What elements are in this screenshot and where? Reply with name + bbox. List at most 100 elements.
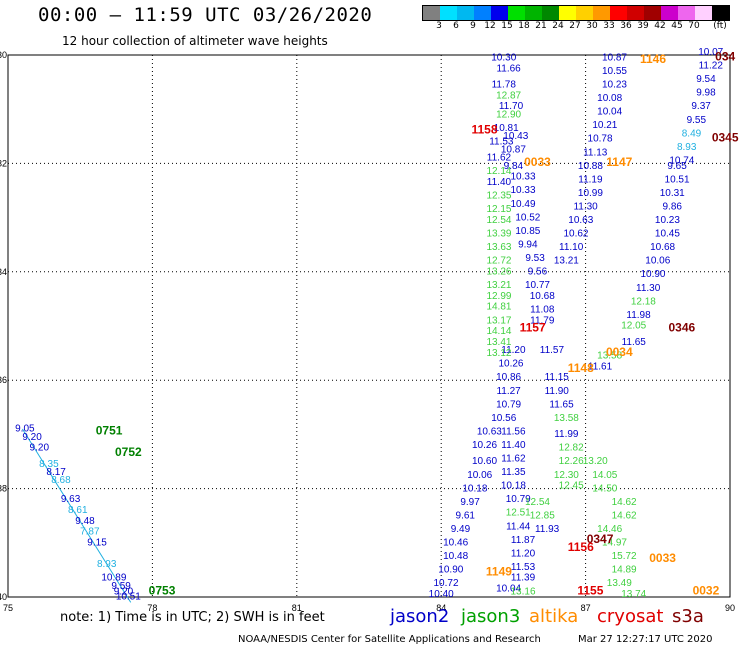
pass-time-label: 0751 [96, 423, 123, 437]
scale-label: 33 [603, 21, 615, 31]
footer-note: note: 1) Time is in UTC; 2) SWH is in fe… [60, 610, 325, 625]
scale-label: 12 [484, 21, 496, 31]
scale-swatch [627, 6, 644, 20]
wave-height-value: 10.43 [503, 131, 528, 142]
wave-height-value: 10.77 [525, 280, 550, 291]
wave-height-value: 10.51 [665, 174, 690, 185]
wave-height-value: 10.23 [655, 215, 680, 226]
wave-height-value: 11.79 [530, 315, 555, 326]
wave-height-value: 9.59 [111, 581, 131, 592]
wave-height-value: 10.87 [602, 52, 627, 63]
wave-height-value: 14.46 [597, 524, 622, 535]
wave-height-value: 9.49 [451, 524, 471, 535]
satellite-legend-jason2: jason2 [390, 606, 450, 627]
wave-height-value: 14.05 [592, 470, 617, 481]
lat-tick-label: 30 [0, 50, 7, 60]
wave-height-value: 11.87 [511, 535, 536, 546]
scale-swatch [457, 6, 474, 20]
wave-height-value: 11.35 [501, 467, 526, 478]
wave-height-value: 9.15 [87, 538, 107, 549]
wave-height-value: 13.12 [486, 348, 511, 359]
scale-label: 70 [688, 21, 700, 31]
wave-height-value: 10.31 [660, 188, 685, 199]
wave-height-value: 11.65 [622, 337, 647, 348]
wave-height-value: 8.35 [39, 459, 59, 470]
scale-swatch [661, 6, 678, 20]
wave-height-value: 8.17 [46, 467, 66, 478]
wave-height-value: 11.53 [489, 136, 514, 147]
wave-height-value: 12.85 [530, 510, 555, 521]
scale-swatch [576, 6, 593, 20]
wave-height-value: 13.41 [486, 337, 511, 348]
wave-height-value: 11.15 [545, 372, 570, 383]
wave-height-value: 12.90 [496, 109, 521, 120]
scale-swatch [712, 6, 729, 20]
wave-height-value: 10.63 [477, 426, 502, 437]
wave-height-value: 10.79 [496, 399, 521, 410]
scale-label: 24 [552, 21, 564, 31]
wave-height-value: 14.62 [612, 510, 637, 521]
color-scale-bar [422, 5, 730, 21]
wave-height-value: 11.13 [583, 147, 608, 158]
wave-height-value: 10.63 [568, 215, 593, 226]
wave-height-value: 11.27 [496, 386, 521, 397]
scale-label: 6 [453, 21, 459, 31]
wave-height-value: 11.30 [636, 283, 661, 294]
wave-height-value: 14.81 [486, 302, 511, 313]
wave-height-value: 7.87 [80, 527, 100, 538]
scale-label: 9 [470, 21, 476, 31]
wave-height-value: 10.90 [438, 565, 463, 576]
wave-height-value: 9.98 [696, 88, 716, 99]
wave-height-value: 10.81 [494, 123, 519, 134]
lon-tick-label: 75 [3, 603, 13, 613]
wave-height-value: 12.54 [486, 215, 511, 226]
wave-height-value: 10.06 [467, 470, 492, 481]
wave-height-value: 9.20 [114, 586, 134, 597]
pass-time-label: 034 [715, 49, 735, 63]
wave-height-value: 10.51 [116, 592, 141, 603]
lat-tick-label: 34 [0, 267, 7, 277]
scale-unit-label: (ft) [713, 21, 727, 31]
wave-height-value: 9.37 [691, 101, 711, 112]
wave-height-value: 10.52 [515, 212, 540, 223]
wave-height-value: 13.58 [554, 413, 579, 424]
wave-height-value: 9.86 [663, 201, 683, 212]
pass-time-label: 0032 [693, 583, 720, 597]
scale-label: 36 [620, 21, 632, 31]
lat-tick-label: 32 [0, 158, 7, 168]
wave-height-value: 10.08 [597, 93, 622, 104]
wave-height-value: 11.30 [573, 201, 598, 212]
wave-height-value: 11.90 [545, 386, 570, 397]
pass-time-label: 0346 [669, 320, 696, 334]
wave-height-value: 12.87 [496, 90, 521, 101]
wave-height-value: 10.46 [443, 538, 468, 549]
wave-height-value: 11.65 [549, 399, 574, 410]
wave-height-value: 10.86 [496, 372, 521, 383]
wave-height-value: 10.90 [640, 269, 665, 280]
scale-label: 18 [518, 21, 530, 31]
wave-height-value: 10.85 [515, 226, 540, 237]
wave-height-value: 12.30 [554, 470, 579, 481]
wave-height-value: 10.33 [511, 185, 536, 196]
wave-height-value: 14.97 [602, 538, 627, 549]
wave-height-value: 10.49 [511, 199, 536, 210]
wave-height-value: 9.97 [460, 497, 480, 508]
wave-height-value: 11.57 [540, 345, 565, 356]
wave-height-value: 8.49 [682, 128, 702, 139]
wave-height-value: 11.20 [501, 345, 526, 356]
wave-height-value: 10.26 [498, 359, 523, 370]
scale-label: 27 [569, 21, 581, 31]
wave-height-value: 14.14 [486, 326, 511, 337]
wave-height-value: 9.05 [15, 424, 35, 435]
satellite-track [22, 428, 132, 603]
pass-time-label: 1156 [568, 540, 594, 554]
credit-timestamp: Mar 27 12:27:17 UTC 2020 [578, 634, 713, 645]
pass-time-label: 0345 [712, 131, 739, 145]
scale-swatch [440, 6, 457, 20]
color-scale-labels: 3 6 9 12 15 18 21 24 27 30 33 36 39 42 45 70 (ft) [422, 21, 740, 33]
wave-height-value: 10.06 [645, 256, 670, 267]
scale-label: 21 [535, 21, 547, 31]
wave-height-value: 10.60 [472, 456, 497, 467]
scale-swatch [508, 6, 525, 20]
wave-height-value: 10.99 [578, 188, 603, 199]
